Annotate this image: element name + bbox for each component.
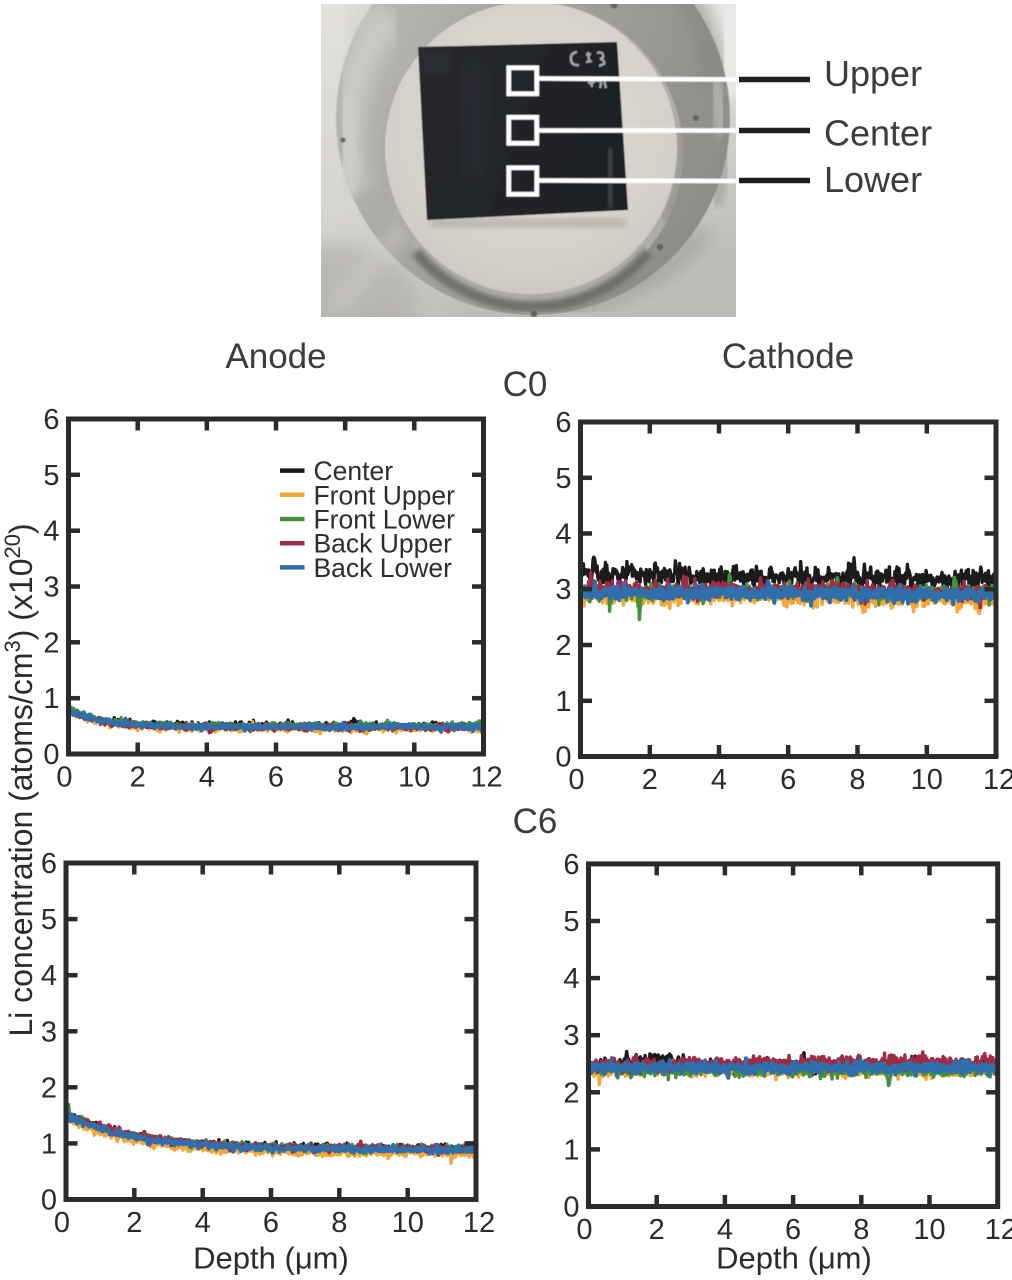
svg-text:8: 8 [849,764,865,796]
svg-text:0: 0 [43,739,59,771]
svg-text:4: 4 [711,764,727,796]
svg-text:4: 4 [717,1214,733,1246]
svg-text:6: 6 [563,849,579,881]
svg-text:C6: C6 [513,802,558,841]
svg-text:3: 3 [43,572,59,604]
svg-text:0: 0 [555,742,571,774]
svg-text:0: 0 [56,762,72,794]
svg-text:2: 2 [43,627,59,659]
svg-text:6: 6 [268,762,284,794]
svg-text:0: 0 [576,1214,592,1246]
svg-text:2: 2 [41,1072,57,1104]
svg-text:1: 1 [563,1134,579,1166]
svg-text:2: 2 [555,630,571,662]
svg-text:1: 1 [41,1128,57,1160]
svg-text:4: 4 [43,516,59,548]
svg-text:4: 4 [199,762,215,794]
svg-text:Anode: Anode [225,337,326,376]
svg-text:2: 2 [130,762,146,794]
svg-text:Center: Center [824,113,932,154]
svg-text:6: 6 [555,407,571,439]
svg-text:6: 6 [43,404,59,436]
svg-text:10: 10 [913,1214,945,1246]
svg-text:5: 5 [563,906,579,938]
svg-text:Upper: Upper [824,53,922,94]
svg-text:12: 12 [470,762,502,794]
svg-text:6: 6 [263,1207,279,1239]
svg-text:0: 0 [563,1192,579,1224]
svg-text:12: 12 [983,764,1012,796]
svg-text:Back Lower: Back Lower [314,553,453,583]
svg-text:6: 6 [780,764,796,796]
svg-text:8: 8 [337,762,353,794]
svg-text:4: 4 [555,519,571,551]
svg-text:12: 12 [985,1214,1012,1246]
svg-text:0: 0 [54,1207,70,1239]
svg-text:3: 3 [41,1016,57,1048]
svg-text:Depth (μm): Depth (μm) [716,1241,872,1276]
svg-text:2: 2 [563,1077,579,1109]
svg-text:12: 12 [463,1207,495,1239]
svg-text:1: 1 [555,686,571,718]
svg-text:Front Upper: Front Upper [314,480,456,510]
svg-text:Li concentration (atoms/cm3) (: Li concentration (atoms/cm3) (x1020) [0,523,39,1036]
svg-text:Lower: Lower [824,159,922,200]
svg-text:1: 1 [43,683,59,715]
svg-text:2: 2 [642,764,658,796]
svg-text:Front Lower: Front Lower [314,505,456,535]
svg-text:0: 0 [568,764,584,796]
svg-text:Back Upper: Back Upper [314,529,453,559]
svg-text:3: 3 [555,574,571,606]
svg-text:C0: C0 [503,365,548,404]
svg-text:4: 4 [563,963,579,995]
svg-text:4: 4 [41,960,57,992]
svg-text:Center: Center [314,456,394,486]
svg-text:2: 2 [649,1214,665,1246]
svg-text:10: 10 [392,1207,424,1239]
svg-text:4: 4 [195,1207,211,1239]
svg-text:Cathode: Cathode [722,337,854,376]
svg-text:5: 5 [41,904,57,936]
svg-text:0: 0 [41,1185,57,1217]
svg-text:6: 6 [785,1214,801,1246]
svg-text:6: 6 [41,848,57,880]
svg-text:Depth (μm): Depth (μm) [193,1241,349,1276]
svg-text:8: 8 [331,1207,347,1239]
svg-text:10: 10 [911,764,943,796]
svg-text:5: 5 [43,460,59,492]
svg-text:5: 5 [555,463,571,495]
svg-text:8: 8 [853,1214,869,1246]
svg-text:10: 10 [398,762,430,794]
svg-text:3: 3 [563,1020,579,1052]
svg-text:2: 2 [126,1207,142,1239]
